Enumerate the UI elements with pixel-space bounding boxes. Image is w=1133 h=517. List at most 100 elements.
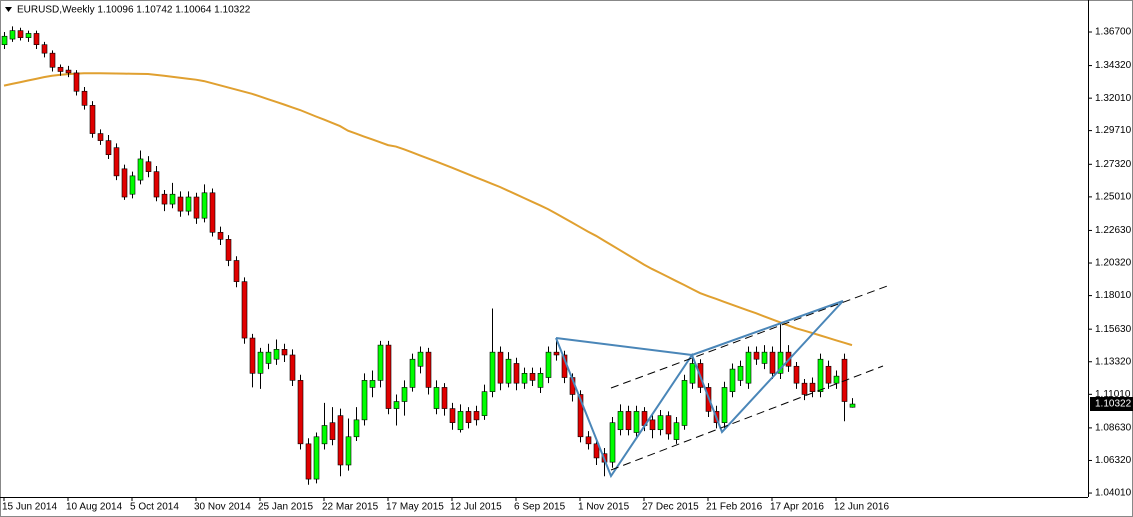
candle-body bbox=[201, 192, 208, 219]
candle-body bbox=[801, 382, 808, 395]
candle-body bbox=[745, 351, 752, 384]
candle-body bbox=[505, 358, 512, 384]
x-tick-label: 30 Nov 2014 bbox=[194, 502, 251, 513]
candle-body bbox=[209, 192, 216, 233]
candle-body bbox=[585, 436, 592, 445]
candle-body bbox=[489, 351, 496, 392]
x-tick-label: 10 Aug 2014 bbox=[66, 502, 123, 513]
candle-body bbox=[729, 368, 736, 392]
y-tick-label: 1.20320 bbox=[1095, 258, 1132, 269]
candle-body bbox=[833, 375, 840, 384]
candle-body bbox=[193, 196, 200, 219]
candle-body bbox=[225, 239, 232, 261]
candle-body bbox=[625, 411, 632, 431]
candle-body bbox=[129, 175, 136, 195]
candle-body bbox=[553, 351, 560, 356]
candle-body bbox=[137, 158, 144, 181]
y-tick-label: 1.13320 bbox=[1095, 356, 1132, 367]
candle-body bbox=[105, 140, 112, 156]
candle-body bbox=[33, 33, 40, 46]
candle-body bbox=[385, 344, 392, 409]
candle-body bbox=[545, 351, 552, 378]
x-tick-label: 17 Apr 2016 bbox=[770, 502, 824, 513]
candle-body bbox=[449, 408, 456, 423]
y-tick-label: 1.11010 bbox=[1095, 389, 1131, 400]
x-tick-label: 22 Mar 2015 bbox=[322, 502, 379, 513]
pattern-drawing bbox=[555, 284, 891, 479]
candle-body bbox=[457, 411, 464, 431]
candle-body bbox=[153, 171, 160, 198]
y-tick-label: 1.15630 bbox=[1095, 324, 1132, 335]
x-tick-label: 5 Oct 2014 bbox=[130, 502, 179, 513]
channel-line bbox=[610, 284, 891, 389]
candle-body bbox=[497, 351, 504, 384]
candle-body bbox=[761, 351, 768, 364]
moving-average bbox=[3, 72, 853, 347]
x-tick-label: 12 Jul 2015 bbox=[450, 502, 502, 513]
candle-body bbox=[777, 351, 784, 374]
candle-body bbox=[513, 363, 520, 384]
candle-body bbox=[593, 443, 600, 459]
candle-body bbox=[329, 422, 336, 440]
candle-body bbox=[369, 380, 376, 388]
pattern-leg bbox=[555, 337, 693, 356]
candle-body bbox=[345, 436, 352, 466]
candle-body bbox=[289, 354, 296, 381]
y-tick-label: 1.34320 bbox=[1095, 60, 1132, 71]
candle-body bbox=[89, 105, 96, 134]
candle-body bbox=[753, 351, 760, 360]
channel-line bbox=[610, 365, 884, 471]
candle-body bbox=[185, 196, 192, 212]
candle-body bbox=[265, 351, 272, 364]
x-tick-label: 21 Feb 2016 bbox=[706, 502, 763, 513]
y-tick-label: 1.04010 bbox=[1095, 488, 1132, 499]
current-price-label: 1.10322 bbox=[1095, 399, 1132, 410]
candle-body bbox=[9, 30, 16, 40]
candle-body bbox=[281, 349, 288, 356]
candle-body bbox=[689, 363, 696, 384]
candle-body bbox=[737, 365, 744, 381]
y-tick-label: 1.22630 bbox=[1095, 225, 1132, 236]
candle-body bbox=[681, 380, 688, 426]
price-label-box bbox=[1090, 397, 1133, 411]
candle-body bbox=[577, 394, 584, 438]
candle-body bbox=[377, 344, 384, 381]
candle-body bbox=[537, 373, 544, 388]
candle-body bbox=[73, 72, 80, 92]
y-tick-label: 1.29710 bbox=[1095, 125, 1132, 136]
y-tick-label: 1.32010 bbox=[1095, 93, 1132, 104]
candle-body bbox=[393, 401, 400, 409]
candle-body bbox=[1, 35, 8, 46]
candle-body bbox=[849, 403, 856, 408]
chart-title: EURUSD,Weekly 1.10096 1.10742 1.10064 1.… bbox=[17, 5, 251, 16]
candle-body bbox=[817, 358, 824, 392]
y-tick-label: 1.27320 bbox=[1095, 159, 1132, 170]
x-tick-label: 25 Jan 2015 bbox=[258, 502, 313, 513]
y-tick-label: 1.36700 bbox=[1095, 27, 1132, 38]
candle-body bbox=[321, 425, 328, 445]
candle-body bbox=[313, 436, 320, 480]
candle-body bbox=[665, 415, 672, 435]
candle-body bbox=[657, 415, 664, 431]
candle-body bbox=[425, 351, 432, 388]
candle-body bbox=[633, 411, 640, 433]
candle-body bbox=[361, 380, 368, 421]
candle-body bbox=[17, 30, 24, 38]
candle-body bbox=[41, 44, 48, 54]
candle-body bbox=[57, 66, 64, 72]
candle-body bbox=[25, 33, 32, 38]
x-tick-label: 6 Sep 2015 bbox=[514, 502, 566, 513]
candle-body bbox=[241, 281, 248, 339]
candle-body bbox=[337, 415, 344, 466]
candle-body bbox=[809, 382, 816, 392]
y-tick-label: 1.06320 bbox=[1095, 455, 1132, 466]
candle-body bbox=[441, 387, 448, 409]
y-tick-label: 1.08630 bbox=[1095, 423, 1132, 434]
candle-body bbox=[465, 411, 472, 423]
candle-body bbox=[305, 443, 312, 480]
candle-body bbox=[825, 365, 832, 384]
candle-body bbox=[481, 391, 488, 416]
candle-body bbox=[249, 337, 256, 374]
